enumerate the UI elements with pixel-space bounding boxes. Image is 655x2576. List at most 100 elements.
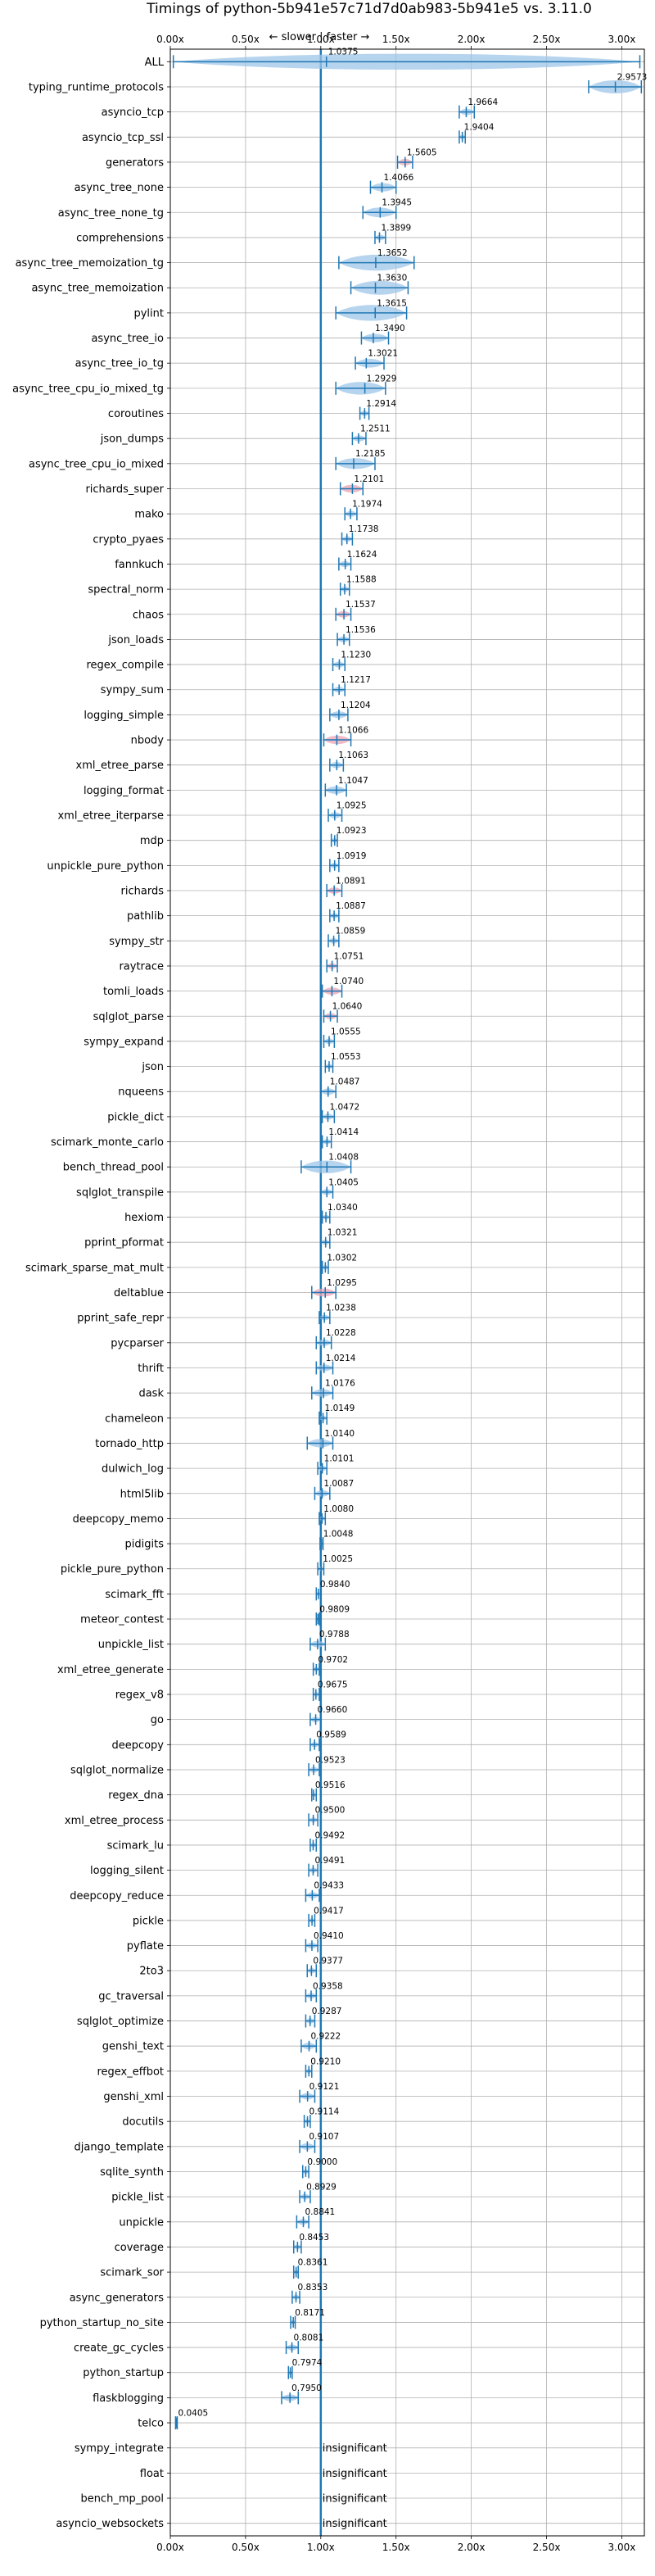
benchmark-label: asyncio_websockets (56, 2518, 164, 2530)
benchmark-label: deepcopy (111, 1739, 164, 1752)
x-tick-label-bottom: 0.00x (156, 2542, 184, 2553)
benchmark-label: python_startup (83, 2367, 164, 2379)
benchmark-label: 2to3 (139, 1966, 164, 1978)
value-label: 0.9516 (315, 1780, 346, 1790)
benchmark-label: scimark_lu (107, 1839, 164, 1852)
benchmark-label: python_startup_no_site (40, 2317, 164, 2329)
value-label: 1.0228 (326, 1328, 356, 1338)
benchmark-label: comprehensions (76, 232, 164, 244)
value-label: 1.1230 (341, 651, 371, 660)
benchmark-label: logging_simple (84, 710, 164, 722)
value-label: 1.3899 (381, 223, 411, 233)
value-label: 1.0149 (325, 1404, 355, 1413)
benchmark-label: dulwich_log (102, 1463, 164, 1476)
value-label: 0.8453 (299, 2233, 329, 2243)
value-label: 1.3630 (377, 274, 408, 283)
value-label: 1.3021 (368, 349, 398, 359)
value-label: 0.9660 (318, 1705, 348, 1715)
benchmark-label: sqlite_synth (100, 2166, 164, 2179)
value-label: 1.0080 (323, 1504, 354, 1514)
benchmark-label: ALL (145, 57, 165, 69)
benchmark-label: chaos (133, 609, 164, 621)
chart-title: Timings of python-5b941e57c71d7d0ab983-5… (146, 1, 592, 17)
benchmark-label: sympy_integrate (75, 2442, 164, 2455)
benchmark-label: unpickle_pure_python (47, 860, 164, 873)
value-label: 1.2185 (355, 449, 386, 459)
value-label: 0.8841 (305, 2207, 336, 2217)
benchmark-label: pprint_safe_repr (77, 1313, 164, 1325)
benchmark-label: richards (121, 885, 165, 897)
value-label: 1.2914 (366, 399, 396, 409)
x-tick-label-top: 3.00x (608, 34, 636, 45)
benchmark-label: django_template (75, 2141, 164, 2153)
value-label: 0.7950 (291, 2383, 322, 2393)
value-label: 1.0405 (328, 1177, 359, 1187)
benchmark-label: async_tree_memoization_tg (16, 257, 164, 270)
benchmark-label: nqueens (118, 1086, 164, 1099)
value-label: 1.0925 (337, 800, 367, 810)
chart-subtitle: ← slower | faster → (269, 31, 370, 43)
value-label: 1.0375 (328, 48, 359, 57)
benchmark-label: async_tree_none_tg (58, 207, 164, 220)
value-label: 1.1588 (346, 575, 377, 585)
plot-frame (169, 48, 645, 2537)
insignificant-label: insignificant (323, 2493, 387, 2506)
benchmark-label: raytrace (119, 960, 164, 973)
value-label: 1.0414 (328, 1127, 359, 1137)
value-label: 1.0048 (323, 1529, 354, 1539)
value-label: 0.9000 (307, 2157, 337, 2167)
benchmark-label: async_tree_io_tg (75, 358, 164, 370)
benchmark-label: pprint_pformat (84, 1237, 164, 1249)
insignificant-label: insignificant (323, 2442, 387, 2455)
value-label: 1.0025 (323, 1554, 353, 1564)
benchmark-label: mako (134, 509, 164, 521)
value-label: 0.9210 (310, 2057, 341, 2066)
value-label: 1.0859 (336, 927, 366, 937)
value-label: 0.9809 (319, 1604, 350, 1614)
benchmark-label: richards_super (85, 483, 164, 496)
value-label: 0.9675 (318, 1680, 348, 1689)
benchmark-label: typing_runtime_protocols (29, 81, 164, 93)
benchmark-label: bench_thread_pool (63, 1162, 164, 1174)
value-label: 0.9840 (320, 1580, 350, 1590)
benchmark-label: async_generators (70, 2292, 165, 2304)
value-label: 1.2511 (360, 424, 391, 434)
benchmark-label: nbody (131, 735, 165, 747)
value-label: 1.3490 (375, 324, 405, 333)
value-label: 0.9702 (318, 1655, 348, 1665)
benchmark-label: gc_traversal (98, 1990, 164, 2002)
value-label: 0.8361 (298, 2258, 328, 2268)
benchmark-label: pylint (133, 307, 164, 320)
benchmark-label: scimark_sor (100, 2267, 164, 2279)
benchmark-label: deepcopy_reduce (70, 1890, 164, 1903)
grid-lines (169, 49, 644, 2536)
benchmark-label: flaskblogging (93, 2392, 164, 2405)
benchmark-label: sqlglot_transpile (76, 1186, 164, 1199)
benchmark-label: unpickle (119, 2216, 164, 2229)
benchmark-label: deltablue (114, 1287, 164, 1299)
value-label: 0.9358 (313, 1981, 343, 1991)
value-label: 1.3652 (377, 248, 408, 258)
benchmark-label: pathlib (127, 910, 164, 923)
value-label: 1.0751 (334, 951, 364, 961)
benchmark-label: genshi_xml (103, 2091, 164, 2103)
value-label: 1.0101 (324, 1454, 355, 1464)
value-label: 1.0176 (325, 1379, 355, 1389)
value-label: 0.9114 (309, 2107, 340, 2117)
x-axis-ticks: 0.00x 0.00x 0.50x 0.50x 1.00x 1.00x 1.50x 1.50x… (156, 34, 635, 2553)
benchmark-label: xml_etree_parse (76, 760, 164, 772)
benchmark-label: telco (138, 2418, 164, 2430)
x-tick-label-top: 2.50x (533, 34, 561, 45)
benchmark-label: async_tree_io (91, 333, 164, 345)
benchmark-label: pycparser (111, 1337, 164, 1349)
value-label: 1.0740 (333, 977, 364, 986)
benchmark-label: async_tree_memoization (31, 283, 164, 295)
benchmark-label: thrift (138, 1363, 164, 1375)
benchmark-label: regex_v8 (115, 1689, 164, 1702)
benchmark-label: regex_dna (108, 1789, 164, 1802)
benchmark-label: json (141, 1061, 164, 1073)
benchmark-label: deepcopy_memo (73, 1513, 164, 1526)
benchmark-label: asyncio_tcp_ssl (82, 132, 164, 144)
